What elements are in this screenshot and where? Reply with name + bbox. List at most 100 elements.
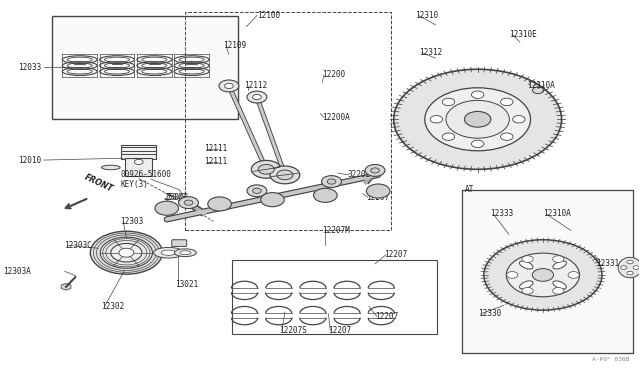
Text: 12207: 12207 [328,326,351,335]
Text: 12330: 12330 [477,310,500,318]
Text: KEY(3): KEY(3) [120,180,148,189]
Circle shape [568,272,579,278]
Text: 12033: 12033 [18,63,41,72]
Circle shape [532,269,554,281]
Text: J5043: J5043 [166,193,189,202]
Circle shape [314,188,337,202]
Circle shape [465,112,491,127]
Circle shape [532,87,543,94]
Circle shape [446,100,509,138]
Text: 12333: 12333 [490,209,513,218]
Circle shape [627,260,633,264]
Bar [52,16,238,119]
Circle shape [522,288,533,294]
Circle shape [321,176,342,187]
Text: 12310A: 12310A [527,81,555,90]
Circle shape [506,253,580,297]
Circle shape [90,231,163,274]
Circle shape [633,266,639,269]
Ellipse shape [553,281,566,289]
Circle shape [472,91,484,99]
Circle shape [472,140,484,148]
Circle shape [247,185,267,197]
Circle shape [184,200,193,205]
Circle shape [442,98,454,106]
Circle shape [365,164,385,176]
Text: 32202: 32202 [347,170,370,179]
Bar [462,190,633,353]
Text: 12310: 12310 [415,11,438,20]
Circle shape [484,240,602,310]
Text: 12331: 12331 [596,259,619,268]
Circle shape [553,256,564,262]
Ellipse shape [520,281,533,289]
Ellipse shape [520,261,533,269]
Circle shape [627,271,633,275]
Circle shape [277,170,293,180]
Ellipse shape [618,257,640,278]
Text: 12207: 12207 [365,193,389,202]
Text: 00926-51600: 00926-51600 [120,170,171,179]
Text: 12310E: 12310E [509,29,536,39]
Circle shape [442,133,454,140]
Ellipse shape [553,261,566,269]
Ellipse shape [180,251,191,255]
Circle shape [208,197,232,211]
Circle shape [155,201,179,215]
Ellipse shape [102,165,120,170]
Text: 12207: 12207 [375,312,398,321]
Text: 12303A: 12303A [3,267,31,276]
Text: 12310A: 12310A [543,209,571,218]
Text: 12207M: 12207M [322,226,350,235]
Text: 12312: 12312 [419,48,442,57]
Text: 12303: 12303 [120,217,143,226]
Circle shape [219,80,239,92]
Circle shape [366,184,390,198]
Text: A-P0^ 036B: A-P0^ 036B [593,357,630,362]
Circle shape [394,69,561,169]
Circle shape [513,116,525,123]
Circle shape [621,266,627,269]
Circle shape [522,256,533,262]
Circle shape [500,133,513,140]
Circle shape [430,116,443,123]
Circle shape [119,248,134,257]
Circle shape [100,237,152,268]
Circle shape [507,272,518,278]
Text: 12111: 12111 [204,144,227,153]
Circle shape [253,94,261,100]
Circle shape [134,159,143,164]
FancyBboxPatch shape [172,240,187,246]
Text: FRONT: FRONT [83,173,115,194]
Text: 13021: 13021 [175,280,198,289]
Text: J5043: J5043 [164,193,187,202]
Circle shape [270,166,300,184]
Circle shape [225,83,234,89]
FancyBboxPatch shape [125,158,152,176]
Circle shape [327,179,336,184]
Circle shape [179,197,198,209]
Text: 12111: 12111 [204,157,227,166]
Text: 12303C: 12303C [64,241,92,250]
Text: 12109: 12109 [223,41,246,50]
Bar [232,260,437,334]
Circle shape [260,193,284,207]
Text: 12010: 12010 [18,155,41,164]
Text: 12100: 12100 [257,11,280,20]
Bar [186,12,390,231]
Text: 12302: 12302 [102,302,125,311]
Ellipse shape [175,249,196,257]
Circle shape [258,164,275,174]
Ellipse shape [161,250,176,255]
Text: 12200A: 12200A [322,113,350,122]
Text: 12200: 12200 [322,70,346,79]
Circle shape [253,188,261,193]
Circle shape [425,88,531,151]
Circle shape [247,91,267,103]
Text: AT: AT [465,185,474,194]
Circle shape [371,168,380,173]
Bar [122,145,156,159]
Text: 12112: 12112 [244,81,268,90]
Ellipse shape [154,247,184,258]
Circle shape [111,243,142,262]
